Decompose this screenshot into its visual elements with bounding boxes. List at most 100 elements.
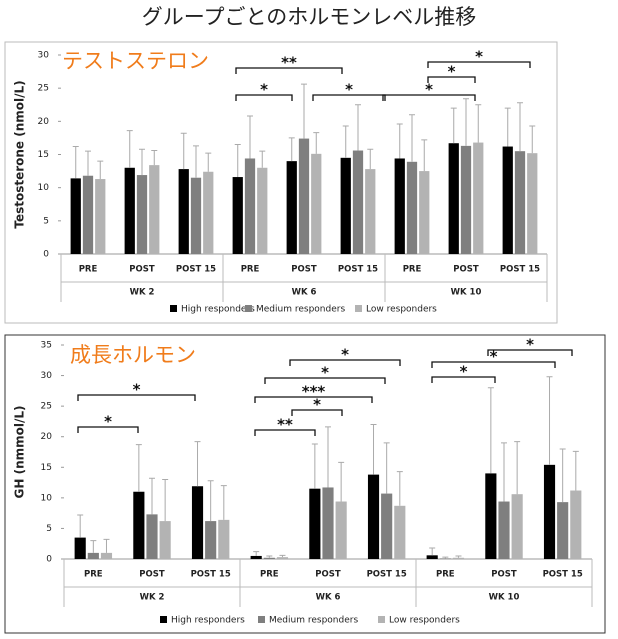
error-bar (383, 442, 390, 494)
error-bar (370, 423, 377, 475)
x-tick-label: PRE (241, 265, 260, 275)
significance-label: * (460, 363, 468, 381)
legend-swatch (245, 305, 252, 312)
bar (232, 177, 243, 254)
error-bar (85, 150, 91, 176)
bar (365, 169, 376, 254)
legend-swatch (170, 305, 177, 312)
error-bar (504, 107, 511, 147)
error-bar (342, 125, 349, 158)
bar (473, 142, 484, 254)
error-bar (325, 426, 331, 488)
error-bar (501, 442, 507, 502)
bar (498, 501, 510, 559)
error-bar (396, 471, 403, 506)
x-tick-label: POST (139, 570, 165, 580)
significance-label: * (313, 396, 321, 414)
bar (203, 171, 214, 254)
bar (460, 145, 472, 254)
error-bar (151, 150, 158, 166)
bar (527, 153, 538, 254)
x-tick-label: POST (453, 265, 479, 275)
error-bar (517, 102, 523, 152)
error-bar (429, 547, 436, 556)
significance-label: * (133, 381, 141, 399)
y-axis-label: GH (nmmol/L) (13, 406, 27, 499)
significance-bracket (254, 429, 316, 436)
significance-bracket (289, 359, 401, 366)
error-bar (396, 123, 403, 159)
significance-label: *** (302, 383, 326, 401)
error-bar (367, 148, 374, 170)
significance-label: * (321, 364, 329, 382)
error-bar (455, 555, 462, 558)
error-bar (253, 551, 260, 556)
y-tick-label: 20 (38, 117, 50, 127)
error-bar (205, 152, 212, 172)
bar (82, 175, 94, 254)
legend-label: Low responders (389, 616, 460, 626)
bar (381, 493, 393, 559)
error-bar (97, 160, 104, 180)
significance-bracket (487, 349, 573, 356)
bar (190, 177, 202, 254)
bar (257, 167, 268, 254)
significance-bracket (264, 377, 386, 384)
x-tick-label: POST 15 (176, 265, 216, 275)
error-bar (487, 387, 494, 474)
bar (511, 494, 523, 559)
error-bar (126, 130, 133, 168)
y-tick-label: 35 (41, 341, 52, 351)
overlay-title: テストステロン (62, 49, 209, 73)
error-bar (234, 144, 241, 178)
legend-swatch (258, 616, 265, 623)
y-tick-label: 0 (43, 250, 49, 260)
legend-swatch (378, 616, 385, 623)
bar (485, 473, 497, 559)
bar (87, 552, 99, 559)
error-bar (139, 148, 145, 176)
bar (452, 557, 465, 559)
significance-label: * (425, 81, 433, 99)
significance-label: * (260, 81, 268, 99)
legend-label: High responders (181, 305, 255, 315)
y-tick-label: 30 (38, 51, 50, 61)
bar (244, 158, 256, 254)
group-label: WK 10 (489, 593, 520, 603)
bar (543, 464, 556, 559)
error-bar (180, 132, 187, 170)
error-bar (162, 479, 169, 522)
bar (218, 519, 230, 559)
error-bar (103, 538, 110, 553)
x-tick-label: PRE (84, 570, 103, 580)
y-tick-label: 25 (38, 84, 49, 94)
x-tick-label: POST (291, 265, 317, 275)
significance-bracket (427, 61, 531, 68)
error-bar (149, 477, 155, 515)
bar (205, 521, 217, 559)
overlay-title: 成長ホルモン (70, 343, 196, 367)
legend-label: High responders (171, 616, 245, 626)
y-tick-label: 10 (41, 493, 53, 503)
significance-label: * (341, 346, 349, 364)
bar (309, 488, 321, 559)
bar (311, 153, 322, 254)
bar (286, 161, 297, 254)
y-tick-label: 15 (41, 463, 52, 473)
bar (335, 501, 347, 559)
significance-label: * (490, 348, 498, 366)
error-bar (90, 540, 97, 553)
y-tick-label: 15 (38, 150, 49, 160)
y-tick-label: 30 (41, 371, 53, 381)
error-bar (338, 461, 345, 502)
bar (263, 557, 275, 559)
error-bar (450, 107, 457, 144)
significance-bracket (427, 76, 476, 83)
bar (570, 490, 582, 559)
significance-bracket (382, 94, 476, 101)
bar (100, 552, 113, 559)
y-tick-label: 10 (38, 183, 50, 193)
error-bar (247, 115, 253, 159)
significance-bracket (431, 361, 556, 368)
